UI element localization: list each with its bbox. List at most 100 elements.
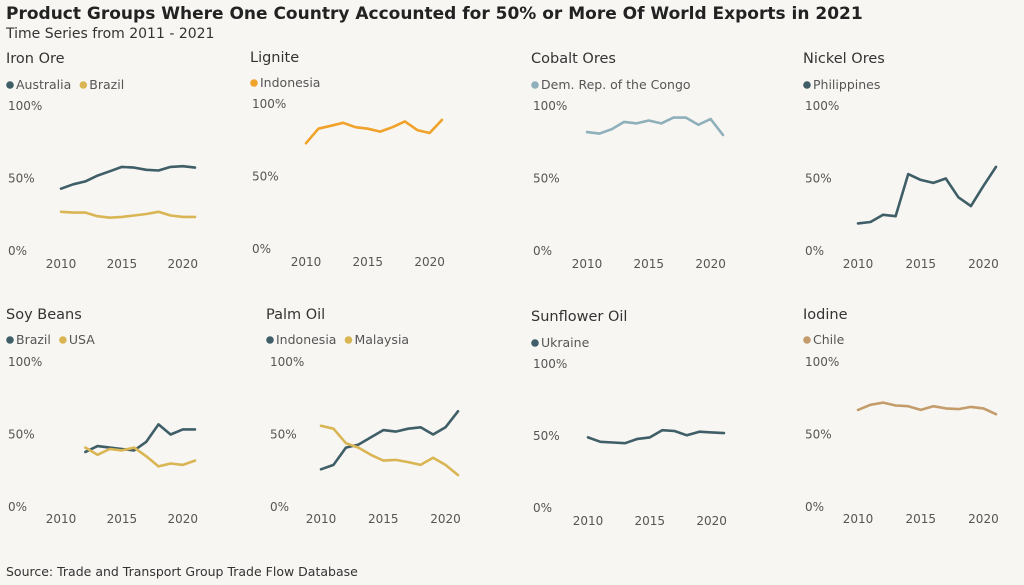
legend-marker-brazil xyxy=(79,81,88,89)
panel-iron-ore: Iron Ore Australia Brazil 0% 50% 100% 2010 2015… xyxy=(6,51,198,271)
y-tick-label: 100% xyxy=(533,357,567,371)
chart-subtitle: Time Series from 2011 - 2021 xyxy=(6,26,215,42)
legend-marker-brazil xyxy=(6,336,14,344)
y-tick-label: 100% xyxy=(8,99,42,113)
legend-label-australia: Australia xyxy=(16,77,71,92)
panel-title: Lignite xyxy=(250,50,299,66)
y-tick-label: 50% xyxy=(805,172,832,186)
x-tick-label: 2010 xyxy=(573,514,604,528)
y-tick-label: 0% xyxy=(8,500,27,514)
y-tick-label: 0% xyxy=(533,244,552,258)
legend-label-malaysia: Malaysia xyxy=(354,332,409,347)
x-tick-label: 2010 xyxy=(572,257,603,271)
panel-title: Nickel Ores xyxy=(803,51,885,67)
panel-title: Iodine xyxy=(803,307,848,323)
x-tick-label: 2015 xyxy=(905,257,936,271)
series-line-philippines xyxy=(856,165,998,225)
x-tick-label: 2015 xyxy=(635,514,666,528)
panel-nickel-ores: Nickel Ores Philippines 0% 50% 100% 2010 2015 2… xyxy=(803,51,999,271)
series-line-dem-rep-of-the-congo xyxy=(585,116,725,137)
y-tick-label: 50% xyxy=(8,428,35,442)
panel-soy-beans: Soy Beans Brazil USA 0% 50% 100% 2010 2015 2020 xyxy=(6,307,198,526)
x-tick-label: 2015 xyxy=(353,255,384,269)
x-tick-label: 2010 xyxy=(306,512,337,526)
legend-label-brazil: Brazil xyxy=(16,332,51,347)
y-tick-label: 50% xyxy=(533,429,560,443)
panel-sunflower-oil: Sunflower Oil Ukraine 0% 50% 100% 2010 2015 202… xyxy=(531,309,727,528)
y-tick-label: 100% xyxy=(805,355,839,369)
y-tick-label: 0% xyxy=(805,244,824,258)
legend-label-dem-rep-of-the-congo: Dem. Rep. of the Congo xyxy=(541,77,691,92)
x-tick-label: 2020 xyxy=(430,512,461,526)
legend-marker-indonesia xyxy=(250,79,258,87)
series-line-indonesia xyxy=(319,409,460,471)
series-line-ukraine xyxy=(586,428,726,445)
legend-label-indonesia: Indonesia xyxy=(276,332,336,347)
y-tick-label: 50% xyxy=(533,172,560,186)
panel-lignite: Lignite Indonesia 0% 50% 100% 2010 2015 2020 xyxy=(250,50,445,269)
panel-cobalt-ores: Cobalt Ores Dem. Rep. of the Congo 0% 50% 10… xyxy=(531,51,726,271)
x-tick-label: 2020 xyxy=(414,255,445,269)
panel-palm-oil: Palm Oil Indonesia Malaysia 0% 50% 100% 2010 20… xyxy=(266,307,461,526)
legend-marker-ukraine xyxy=(531,339,539,347)
x-tick-label: 2010 xyxy=(291,255,322,269)
y-tick-label: 100% xyxy=(270,355,304,369)
y-tick-label: 50% xyxy=(805,428,832,442)
series-line-australia xyxy=(59,164,197,190)
x-tick-label: 2020 xyxy=(168,257,199,271)
series-line-indonesia xyxy=(304,118,444,145)
legend-marker-chile xyxy=(803,336,811,344)
series-line-brazil xyxy=(84,423,197,454)
x-tick-label: 2020 xyxy=(695,257,726,271)
x-tick-label: 2020 xyxy=(696,514,727,528)
legend-label-chile: Chile xyxy=(813,332,845,347)
panel-title: Sunflower Oil xyxy=(531,309,627,325)
legend-label-ukraine: Ukraine xyxy=(541,335,590,350)
y-tick-label: 0% xyxy=(8,244,27,258)
chart-title: Product Groups Where One Country Account… xyxy=(6,4,863,24)
legend-marker-australia xyxy=(6,81,14,89)
y-tick-label: 100% xyxy=(533,99,567,113)
x-tick-label: 2015 xyxy=(634,257,665,271)
legend-marker-usa xyxy=(59,336,67,344)
series-line-brazil xyxy=(59,210,197,219)
legend-marker-dem-rep-of-the-congo xyxy=(531,81,539,89)
legend-marker-indonesia xyxy=(266,336,274,344)
source-note: Source: Trade and Transport Group Trade … xyxy=(6,564,358,579)
panel-title: Iron Ore xyxy=(6,51,65,67)
panel-title: Soy Beans xyxy=(6,307,82,323)
series-line-chile xyxy=(856,401,998,416)
y-tick-label: 100% xyxy=(252,97,286,111)
series-line-usa xyxy=(84,446,197,468)
x-tick-label: 2010 xyxy=(843,512,874,526)
x-tick-label: 2010 xyxy=(843,257,874,271)
y-tick-label: 50% xyxy=(270,428,297,442)
y-tick-label: 0% xyxy=(270,500,289,514)
y-tick-label: 0% xyxy=(533,501,552,515)
x-tick-label: 2015 xyxy=(107,257,138,271)
y-tick-label: 50% xyxy=(252,170,279,184)
y-tick-label: 0% xyxy=(805,500,824,514)
panel-title: Palm Oil xyxy=(266,307,325,323)
panel-iodine: Iodine Chile 0% 50% 100% 2010 2015 2020 xyxy=(803,307,999,526)
y-tick-label: 100% xyxy=(8,355,42,369)
x-tick-label: 2015 xyxy=(368,512,399,526)
x-tick-label: 2015 xyxy=(107,512,138,526)
legend-marker-malaysia xyxy=(344,336,353,344)
legend-label-brazil: Brazil xyxy=(89,77,124,92)
legend-label-indonesia: Indonesia xyxy=(260,75,320,90)
x-tick-label: 2020 xyxy=(968,257,999,271)
x-tick-label: 2020 xyxy=(968,512,999,526)
x-tick-label: 2020 xyxy=(168,512,199,526)
legend-label-philippines: Philippines xyxy=(813,77,880,92)
x-tick-label: 2015 xyxy=(905,512,936,526)
y-tick-label: 0% xyxy=(252,242,271,256)
x-tick-label: 2010 xyxy=(46,257,77,271)
x-tick-label: 2010 xyxy=(46,512,77,526)
y-tick-label: 50% xyxy=(8,172,35,186)
legend-marker-philippines xyxy=(803,81,811,89)
series-line-malaysia xyxy=(319,424,460,477)
y-tick-label: 100% xyxy=(805,99,839,113)
legend-label-usa: USA xyxy=(69,332,95,347)
